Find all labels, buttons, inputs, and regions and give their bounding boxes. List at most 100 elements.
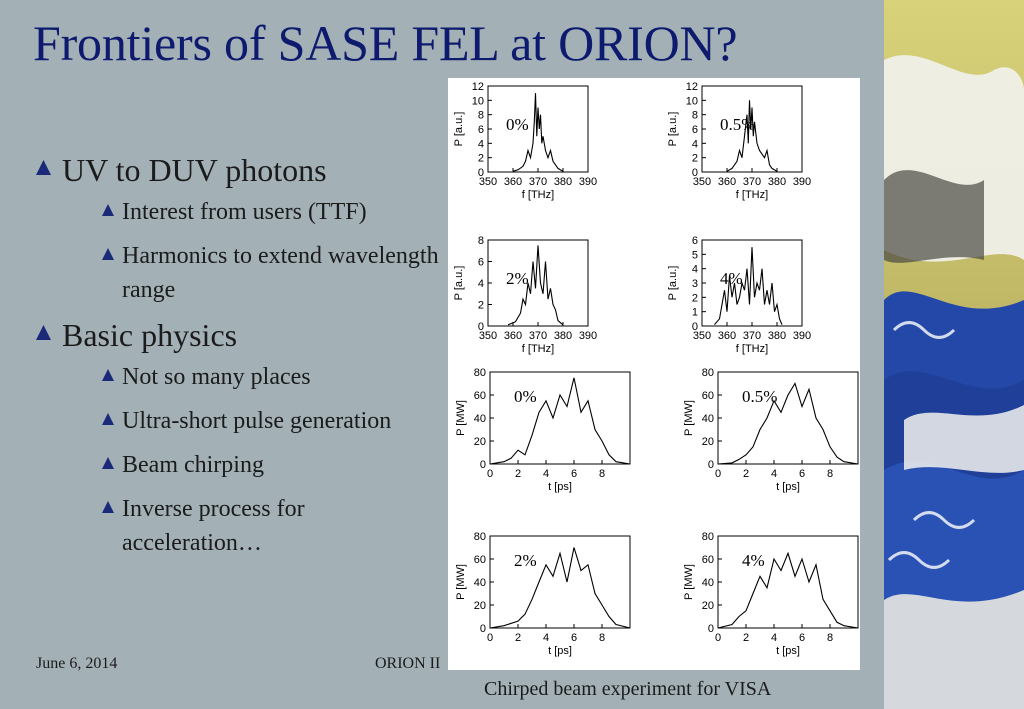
x-tick-label: 0: [487, 468, 493, 480]
x-tick-label: 360: [718, 330, 736, 342]
plot-frame: [717, 371, 859, 465]
chart-annotation: 0%: [514, 387, 537, 406]
triangle-bullet-icon: [102, 369, 114, 381]
y-tick-label: 12: [472, 81, 484, 93]
x-tick-label: 0: [715, 632, 721, 644]
x-tick-label: 6: [799, 632, 805, 644]
plot-frame: [489, 535, 631, 629]
y-tick-label: 6: [478, 124, 484, 136]
x-axis-label: t [ps]: [776, 645, 800, 657]
x-axis-label: t [ps]: [548, 481, 572, 493]
sub-bullet-item: Ultra-short pulse generation: [102, 404, 446, 438]
y-axis-label: P [MW]: [455, 400, 467, 436]
x-tick-label: 0: [715, 468, 721, 480]
figure-caption: Chirped beam experiment for VISA: [484, 678, 772, 700]
chart-annotation: 4%: [742, 551, 765, 570]
y-axis-label: P [MW]: [683, 400, 695, 436]
x-tick-label: 350: [479, 176, 497, 188]
footer-title: ORION II: [375, 655, 441, 672]
triangle-bullet-icon: [102, 413, 114, 425]
x-tick-label: 350: [479, 330, 497, 342]
y-tick-label: 80: [702, 367, 714, 379]
x-tick-label: 6: [799, 468, 805, 480]
x-tick-label: 390: [793, 330, 811, 342]
y-tick-label: 8: [692, 110, 698, 122]
y-tick-label: 60: [474, 554, 486, 566]
bullet-item: UV to DUV photons: [36, 152, 446, 189]
y-tick-label: 40: [702, 577, 714, 589]
y-axis-label: P [a.u.]: [667, 266, 679, 301]
series-line: [714, 247, 783, 325]
y-tick-label: 0: [478, 321, 484, 333]
x-tick-label: 380: [554, 330, 572, 342]
x-tick-label: 2: [743, 632, 749, 644]
series-line: [489, 547, 631, 629]
y-tick-label: 0: [480, 623, 486, 635]
x-tick-label: 4: [771, 632, 777, 644]
x-tick-label: 350: [693, 176, 711, 188]
bullet-text: UV to DUV photons: [62, 152, 327, 188]
sub-bullet-item: Inverse process for acceleration…: [102, 492, 446, 560]
y-tick-label: 0: [480, 459, 486, 471]
triangle-bullet-icon: [36, 325, 51, 340]
footer-date: June 6, 2014: [36, 655, 118, 672]
y-axis-label: P [MW]: [683, 564, 695, 600]
y-tick-label: 20: [702, 436, 714, 448]
x-tick-label: 4: [543, 468, 549, 480]
x-axis-label: t [ps]: [776, 481, 800, 493]
x-tick-label: 360: [504, 176, 522, 188]
x-tick-label: 0: [487, 632, 493, 644]
y-axis-label: P [a.u.]: [667, 112, 679, 147]
y-tick-label: 40: [474, 413, 486, 425]
y-tick-label: 8: [478, 235, 484, 247]
y-axis-label: P [a.u.]: [453, 266, 465, 301]
y-tick-label: 6: [692, 124, 698, 136]
y-tick-label: 4: [478, 138, 484, 150]
y-axis-label: P [a.u.]: [453, 112, 465, 147]
x-axis-label: f [THz]: [736, 189, 768, 201]
x-tick-label: 390: [579, 176, 597, 188]
y-tick-label: 80: [474, 367, 486, 379]
series-line: [507, 245, 564, 326]
y-tick-label: 2: [478, 300, 484, 312]
y-tick-label: 8: [478, 110, 484, 122]
chart-annotation: 0.5%: [742, 387, 777, 406]
plot-frame: [489, 371, 631, 465]
sub-bullet-text: Harmonics to extend wavelength range: [122, 243, 439, 303]
y-tick-label: 6: [478, 257, 484, 269]
y-tick-label: 20: [474, 436, 486, 448]
sub-bullet-item: Interest from users (TTF): [102, 195, 446, 229]
sub-bullet-text: Ultra-short pulse generation: [122, 408, 392, 434]
sub-bullet-text: Beam chirping: [122, 452, 264, 478]
chart-annotation: 4%: [720, 269, 743, 288]
x-tick-label: 4: [771, 468, 777, 480]
x-tick-label: 8: [827, 632, 833, 644]
sub-bullet-text: Inverse process for acceleration…: [122, 496, 305, 556]
x-tick-label: 380: [768, 330, 786, 342]
chart-annotation: 2%: [514, 551, 537, 570]
y-tick-label: 4: [692, 138, 698, 150]
y-tick-label: 40: [474, 577, 486, 589]
y-tick-label: 20: [702, 600, 714, 612]
triangle-bullet-icon: [36, 160, 51, 175]
x-tick-label: 370: [743, 330, 761, 342]
sub-bullet-item: Not so many places: [102, 360, 446, 394]
triangle-bullet-icon: [102, 457, 114, 469]
triangle-bullet-icon: [102, 204, 114, 216]
y-tick-label: 20: [474, 600, 486, 612]
wave-decoration: [884, 0, 1024, 709]
bullet-list: UV to DUV photons Interest from users (T…: [36, 152, 446, 570]
x-tick-label: 370: [529, 330, 547, 342]
x-tick-label: 8: [827, 468, 833, 480]
y-tick-label: 60: [702, 554, 714, 566]
x-tick-label: 2: [515, 632, 521, 644]
triangle-bullet-icon: [102, 248, 114, 260]
x-tick-label: 350: [693, 330, 711, 342]
y-tick-label: 40: [702, 413, 714, 425]
x-tick-label: 6: [571, 468, 577, 480]
x-axis-label: f [THz]: [522, 189, 554, 201]
x-tick-label: 4: [543, 632, 549, 644]
chart-annotation: 2%: [506, 269, 529, 288]
